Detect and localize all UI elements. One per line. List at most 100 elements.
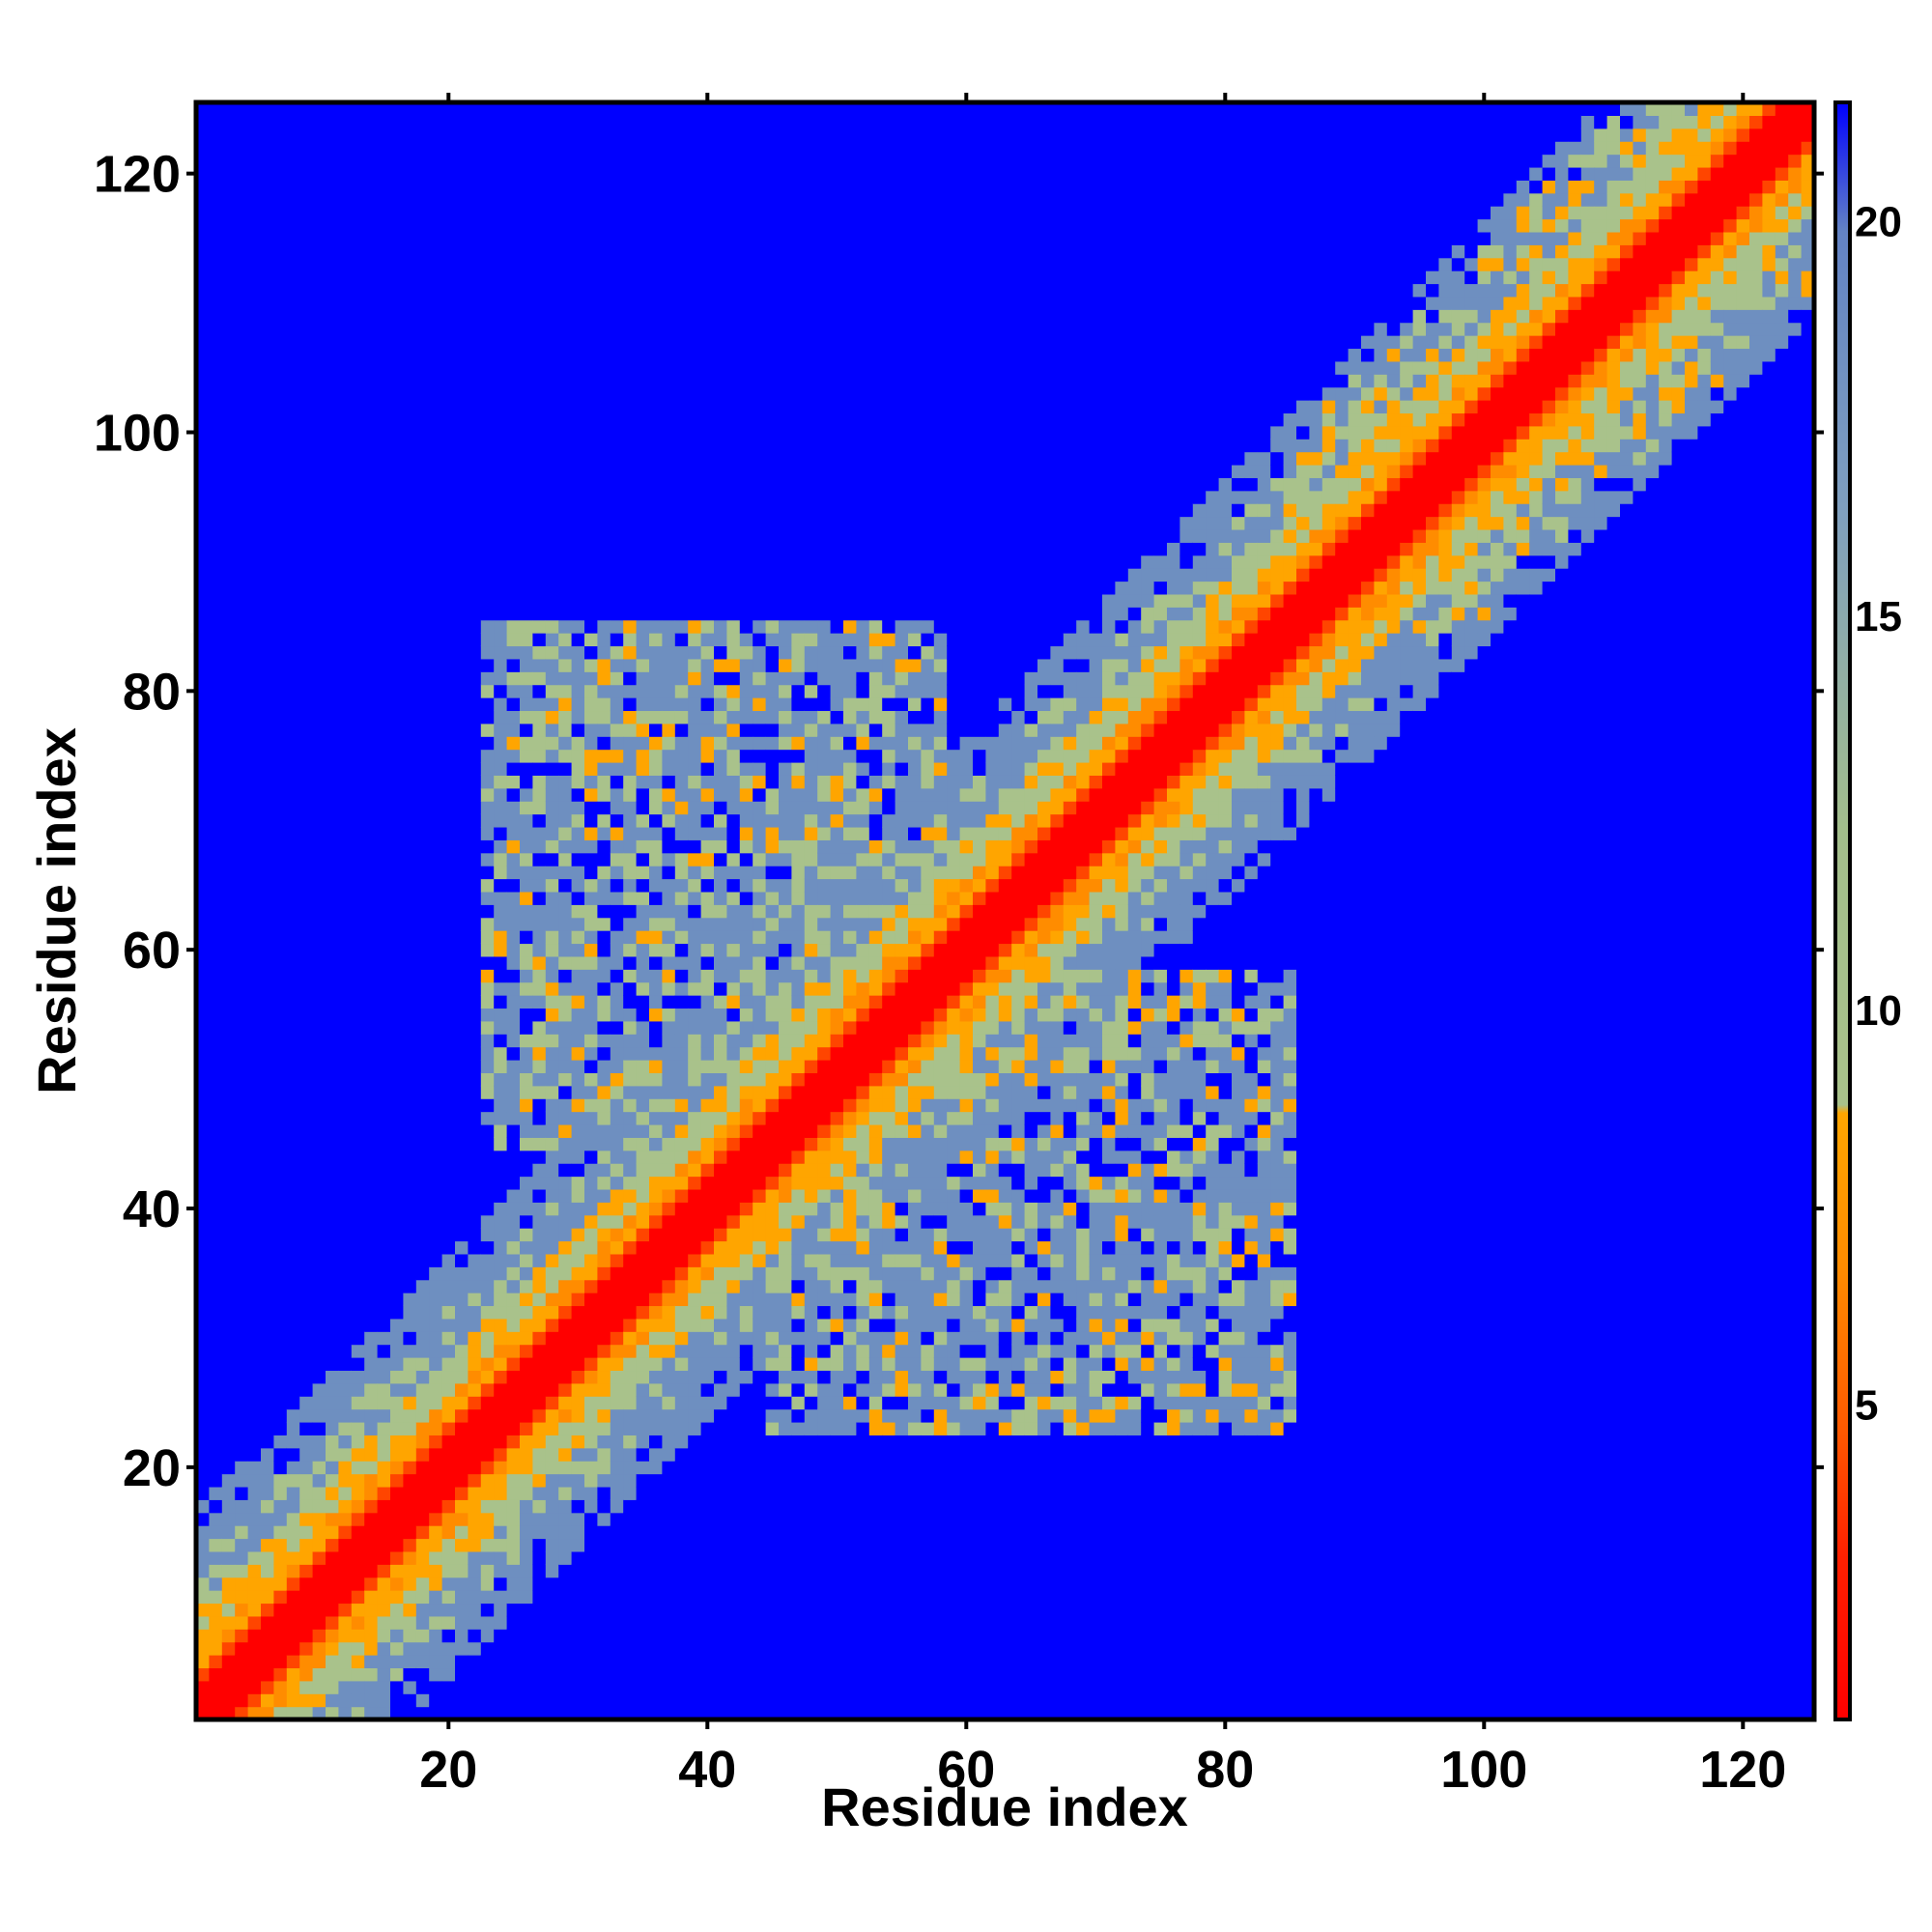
heatmap-cell: [636, 1008, 650, 1022]
heatmap-cell: [506, 1020, 521, 1035]
heatmap-cell: [261, 115, 274, 129]
heatmap-cell: [441, 607, 456, 621]
heatmap-cell: [312, 904, 327, 919]
heatmap-cell: [273, 1655, 288, 1669]
heatmap-cell: [364, 464, 379, 478]
heatmap-cell: [468, 1564, 482, 1578]
heatmap-cell: [610, 1577, 624, 1591]
heatmap-cell: [235, 1486, 249, 1500]
heatmap-cell: [532, 969, 547, 983]
heatmap-cell: [636, 1253, 650, 1267]
heatmap-cell: [261, 296, 274, 310]
heatmap-cell: [674, 852, 689, 867]
heatmap-cell: [312, 684, 327, 698]
heatmap-cell: [610, 1680, 624, 1694]
heatmap-cell: [247, 658, 262, 672]
heatmap-cell: [558, 930, 573, 945]
heatmap-cell: [636, 1473, 650, 1488]
heatmap-cell: [351, 477, 365, 492]
heatmap-cell: [494, 451, 508, 466]
heatmap-cell: [610, 1564, 624, 1578]
heatmap-cell: [338, 244, 353, 259]
heatmap-cell: [649, 852, 663, 867]
heatmap-cell: [610, 141, 624, 156]
heatmap-cell: [674, 1046, 689, 1061]
heatmap-cell: [597, 1111, 611, 1125]
heatmap-cell: [571, 1214, 585, 1229]
heatmap-cell: [312, 568, 327, 582]
heatmap-cell: [312, 710, 327, 724]
heatmap-cell: [584, 866, 598, 880]
heatmap-cell: [468, 477, 482, 492]
heatmap-cell: [299, 839, 314, 854]
heatmap-cell: [209, 1629, 223, 1643]
heatmap-cell: [636, 1693, 650, 1708]
heatmap-cell: [326, 1240, 339, 1255]
heatmap-cell: [623, 581, 638, 595]
heatmap-cell: [571, 1293, 585, 1307]
heatmap-cell: [649, 658, 663, 672]
heatmap-cell: [299, 1253, 314, 1267]
heatmap-cell: [441, 1615, 456, 1630]
heatmap-cell: [636, 749, 650, 763]
heatmap-cell: [649, 878, 663, 893]
heatmap-cell: [468, 1163, 482, 1178]
heatmap-cell: [247, 218, 262, 233]
heatmap-cell: [571, 244, 585, 259]
heatmap-cell: [403, 1253, 417, 1267]
heatmap-cell: [532, 1693, 547, 1708]
heatmap-cell: [480, 1034, 495, 1048]
heatmap-cell: [649, 1228, 663, 1242]
heatmap-cell: [429, 684, 443, 698]
heatmap-cell: [429, 1655, 443, 1669]
heatmap-cell: [209, 231, 223, 245]
heatmap-cell: [688, 464, 702, 478]
heatmap-cell: [571, 1629, 585, 1643]
heatmap-cell: [377, 102, 391, 116]
heatmap-cell: [506, 1486, 521, 1500]
heatmap-cell: [286, 1176, 300, 1190]
heatmap-cell: [196, 1034, 210, 1048]
heatmap-cell: [520, 1046, 533, 1061]
heatmap-cell: [390, 1550, 404, 1565]
heatmap-cell: [545, 1370, 559, 1384]
heatmap-cell: [235, 1550, 249, 1565]
heatmap-cell: [326, 141, 339, 156]
heatmap-cell: [209, 801, 223, 815]
heatmap-cell: [286, 141, 300, 156]
heatmap-cell: [700, 296, 715, 310]
heatmap-cell: [545, 684, 559, 698]
heatmap-cell: [377, 1150, 391, 1164]
heatmap-cell: [623, 1202, 638, 1216]
heatmap-cell: [312, 581, 327, 595]
heatmap-cell: [610, 852, 624, 867]
heatmap-cell: [584, 1111, 598, 1125]
heatmap-cell: [610, 1240, 624, 1255]
heatmap-cell: [584, 1655, 598, 1669]
heatmap-cell: [429, 1603, 443, 1617]
heatmap-cell: [196, 1447, 210, 1462]
heatmap-cell: [610, 1228, 624, 1242]
heatmap-cell: [571, 697, 585, 712]
heatmap-cell: [688, 1085, 702, 1099]
heatmap-cell: [674, 1137, 689, 1151]
heatmap-cell: [494, 619, 508, 634]
heatmap-cell: [636, 607, 650, 621]
heatmap-cell: [221, 257, 236, 271]
heatmap-cell: [688, 1034, 702, 1048]
heatmap-cell: [364, 1123, 379, 1138]
heatmap-cell: [480, 1253, 495, 1267]
heatmap-cell: [326, 1641, 339, 1656]
heatmap-cell: [610, 477, 624, 492]
heatmap-cell: [688, 1525, 702, 1540]
heatmap-cell: [584, 386, 598, 401]
heatmap-cell: [558, 1111, 573, 1125]
heatmap-cell: [584, 115, 598, 129]
heatmap-cell: [494, 1176, 508, 1190]
heatmap-cell: [571, 1008, 585, 1022]
heatmap-cell: [649, 930, 663, 945]
heatmap-cell: [312, 1176, 327, 1190]
heatmap-cell: [377, 166, 391, 181]
heatmap-cell: [610, 1603, 624, 1617]
heatmap-cell: [221, 891, 236, 905]
